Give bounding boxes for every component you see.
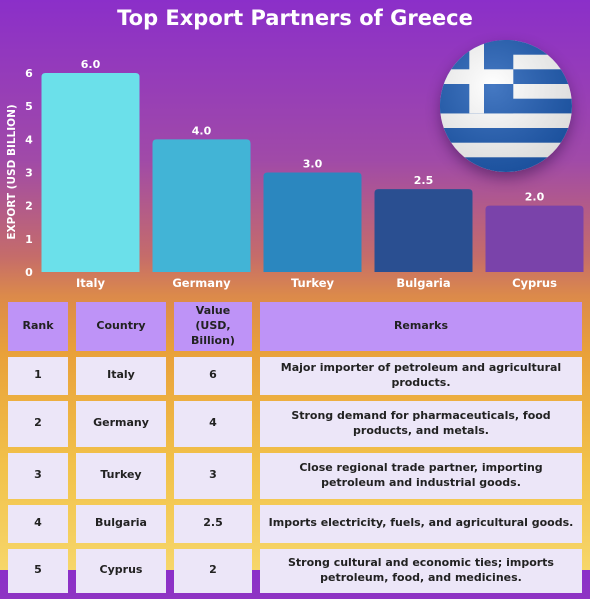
- header-value: Value (USD, Billion): [174, 302, 252, 351]
- greece-flag-icon: [440, 40, 572, 172]
- bar-chart: EXPORT (USD BILLION) 0 1 2 3 4 5 6 6.0 Italy 4.0 Ge…: [6, 58, 584, 290]
- x-tick-label: Cyprus: [512, 276, 557, 290]
- header-rank: Rank: [8, 302, 68, 351]
- cell-value: 2: [174, 548, 252, 593]
- table-row: 2 Germany 4 Strong demand for pharmaceut…: [8, 400, 582, 447]
- chart-title: Top Export Partners of Greece: [117, 6, 473, 30]
- x-tick-label: Italy: [76, 276, 105, 290]
- table-row: 3 Turkey 3 Close regional trade partner,…: [8, 452, 582, 499]
- cell-value: 2.5: [174, 504, 252, 543]
- bar: [41, 73, 140, 272]
- cell-value: 3: [174, 452, 252, 499]
- cell-remarks: Imports electricity, fuels, and agricult…: [260, 504, 582, 543]
- x-tick-label: Turkey: [291, 276, 335, 290]
- y-tick-label: 0: [25, 266, 33, 279]
- cell-rank: 5: [8, 548, 68, 593]
- bar: [485, 205, 584, 272]
- table-header-row: Rank Country Value (USD, Billion) Remark…: [8, 302, 582, 351]
- y-tick-label: 2: [25, 200, 33, 213]
- bar: [263, 172, 362, 272]
- cell-remarks: Major importer of petroleum and agricult…: [260, 356, 582, 395]
- data-label: 6.0: [81, 58, 101, 71]
- x-tick-label: Bulgaria: [396, 276, 450, 290]
- cell-value: 6: [174, 356, 252, 395]
- y-tick-label: 5: [25, 100, 33, 113]
- cell-value: 4: [174, 400, 252, 447]
- table-row: 5 Cyprus 2 Strong cultural and economic …: [8, 548, 582, 593]
- export-table: Rank Country Value (USD, Billion) Remark…: [0, 296, 590, 599]
- cell-country: Turkey: [76, 452, 166, 499]
- x-tick-label: Germany: [172, 276, 231, 290]
- y-tick-label: 4: [25, 133, 33, 146]
- bar: [152, 139, 251, 272]
- data-label: 3.0: [303, 158, 323, 171]
- y-axis-label: EXPORT (USD BILLION): [6, 104, 18, 239]
- header-remarks: Remarks: [260, 302, 582, 351]
- table-row: 4 Bulgaria 2.5 Imports electricity, fuel…: [8, 504, 582, 543]
- bar: [374, 189, 473, 272]
- table-row: 1 Italy 6 Major importer of petroleum an…: [8, 356, 582, 395]
- cell-country: Italy: [76, 356, 166, 395]
- cell-remarks: Close regional trade partner, importing …: [260, 452, 582, 499]
- header-country: Country: [76, 302, 166, 351]
- cell-rank: 1: [8, 356, 68, 395]
- cell-rank: 4: [8, 504, 68, 543]
- data-label: 4.0: [192, 124, 212, 137]
- y-tick-label: 1: [25, 233, 33, 246]
- y-tick-label: 3: [25, 167, 33, 180]
- cell-country: Cyprus: [76, 548, 166, 593]
- cell-remarks: Strong demand for pharmaceuticals, food …: [260, 400, 582, 447]
- cell-country: Germany: [76, 400, 166, 447]
- cell-rank: 3: [8, 452, 68, 499]
- y-tick-label: 6: [25, 67, 33, 80]
- data-label: 2.0: [525, 191, 545, 204]
- cell-country: Bulgaria: [76, 504, 166, 543]
- cell-remarks: Strong cultural and economic ties; impor…: [260, 548, 582, 593]
- data-label: 2.5: [414, 174, 434, 187]
- cell-rank: 2: [8, 400, 68, 447]
